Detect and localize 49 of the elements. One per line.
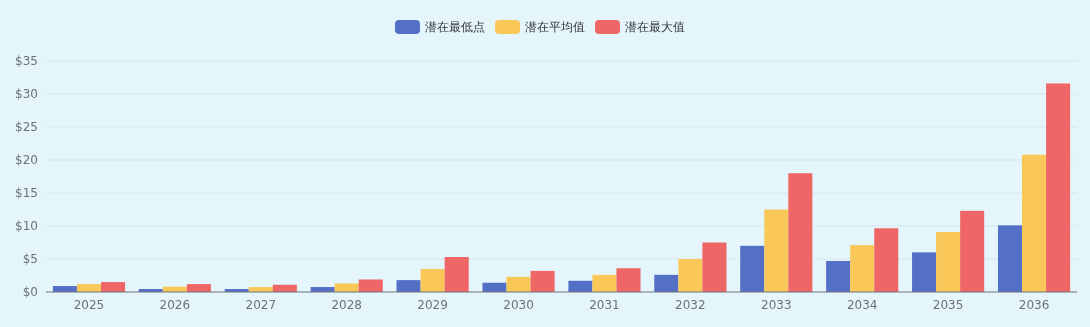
legend-label: 潜在平均值 [525, 20, 585, 34]
bar [764, 209, 789, 292]
bar [740, 245, 765, 292]
y-tick-label: $15 [15, 186, 38, 200]
x-tick-label: 2027 [245, 298, 277, 312]
bar [396, 280, 421, 292]
x-tick-label: 2035 [932, 298, 964, 312]
bar [826, 260, 851, 292]
x-tick-label: 2031 [589, 298, 620, 312]
x-tick-label: 2033 [761, 298, 792, 312]
y-tick-label: $10 [15, 219, 38, 233]
x-tick-label: 2029 [417, 298, 448, 312]
bar [420, 268, 445, 292]
bar [358, 279, 383, 292]
y-tick-label: $30 [15, 87, 38, 101]
y-tick-label: $20 [15, 153, 38, 167]
bar [850, 245, 875, 292]
bar [788, 173, 813, 292]
x-tick-label: 2034 [846, 298, 878, 312]
y-tick-label: $25 [15, 120, 38, 134]
bar [702, 242, 727, 292]
bar [482, 282, 507, 292]
bar [444, 257, 469, 292]
bar [654, 274, 679, 292]
x-tick-label: 2030 [503, 298, 534, 312]
x-tick-label: 2025 [73, 298, 105, 312]
bar [936, 231, 961, 292]
bar [912, 252, 937, 292]
bar [592, 274, 617, 292]
bar [1046, 83, 1071, 292]
x-tick-label: 2036 [1018, 298, 1050, 312]
bar [530, 270, 555, 292]
legend-label: 潜在最大值 [625, 20, 685, 34]
x-tick-label: 2028 [331, 298, 362, 312]
bar [678, 259, 703, 292]
bar [874, 228, 899, 292]
x-tick-label: 2032 [675, 298, 706, 312]
x-tick-label: 2026 [159, 298, 191, 312]
y-tick-label: $35 [15, 54, 38, 68]
y-tick-label: $5 [22, 252, 38, 266]
bar [506, 276, 531, 292]
bar [1022, 154, 1047, 292]
legend-label: 潜在最低点 [425, 20, 485, 34]
bar [997, 225, 1023, 292]
bar [616, 268, 641, 292]
bar [100, 282, 126, 292]
bar [960, 210, 985, 292]
bar [334, 283, 359, 292]
y-tick-label: $0 [22, 285, 38, 299]
